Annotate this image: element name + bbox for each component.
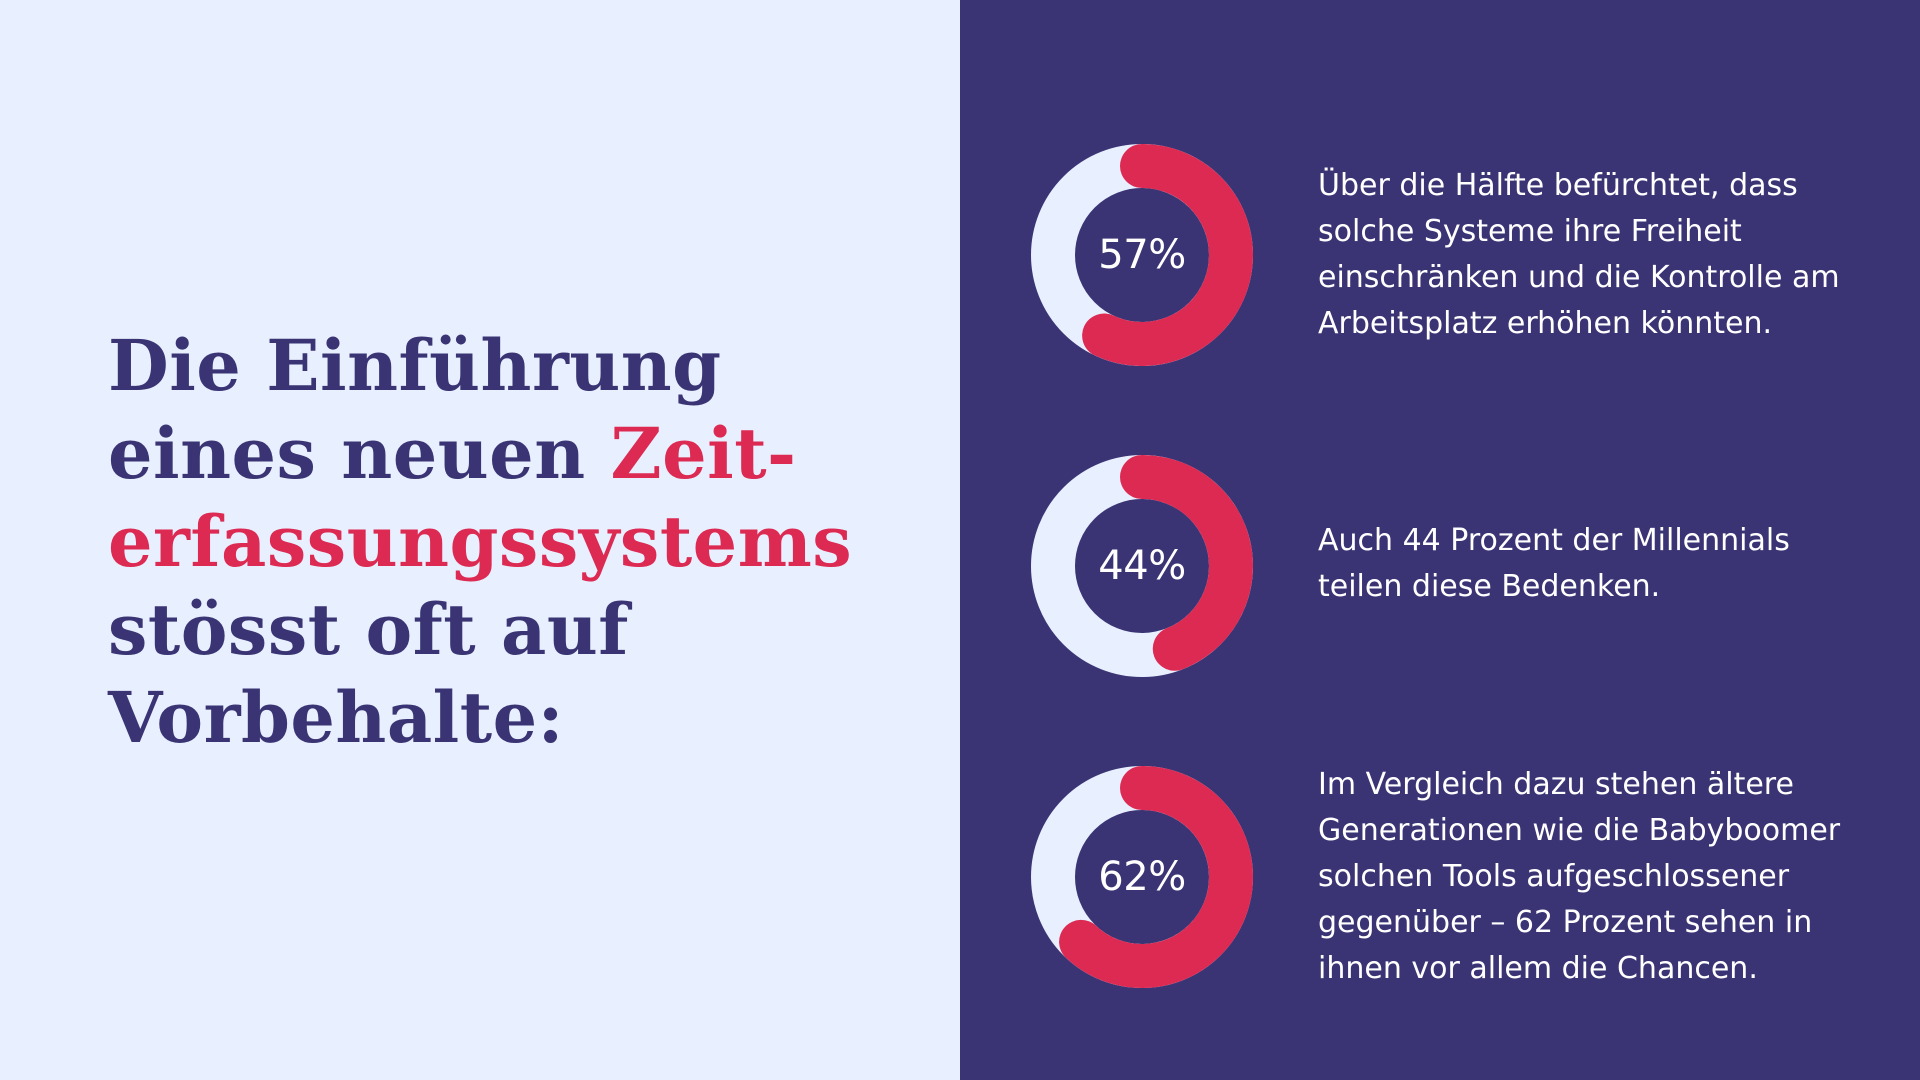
stat-row-1: 57% Über die Hälfte befürchtet, dass sol… [960,140,1920,370]
donut-chart-1: 57% [1030,143,1254,367]
donut-svg-2 [1031,455,1253,677]
stat-description-1: Über die Hälfte befürchtet, dass solche … [1318,168,1840,341]
headline-line-5: Vorbehalte: [108,676,564,759]
donut-arc-3 [1059,766,1253,988]
donut-chart-3: 62% [1030,765,1254,989]
headline: Die Einführung eines neuen Zeit- erfassu… [108,322,928,762]
donut-arc-2 [1120,455,1253,671]
headline-highlight-2: erfassungssystems [108,500,853,583]
donut-value-label-1: 57% [1098,232,1186,278]
left-panel: Die Einführung eines neuen Zeit- erfassu… [0,0,960,1080]
donut-value-label-2: 44% [1098,543,1186,589]
headline-line-1: Die Einführung [108,324,722,407]
donut-arc-1 [1082,144,1253,366]
donut-chart-2: 44% [1030,454,1254,678]
stat-description-2: Auch 44 Prozent der Millennials teilen d… [1318,523,1790,604]
donut-value-label-3: 62% [1098,854,1186,900]
headline-line-2a: eines neuen [108,412,611,495]
donut-svg-1 [1031,144,1253,366]
right-panel: 57% Über die Hälfte befürchtet, dass sol… [960,0,1920,1080]
stat-description-3: Im Vergleich dazu stehen ältere Generati… [1318,767,1841,986]
stat-row-3: 62% Im Vergleich dazu stehen ältere Gene… [960,762,1920,992]
donut-svg-3 [1031,766,1253,988]
headline-highlight-1: Zeit- [610,412,797,495]
headline-line-4: stösst oft auf [108,588,629,671]
stat-row-2: 44% Auch 44 Prozent der Millennials teil… [960,451,1920,681]
